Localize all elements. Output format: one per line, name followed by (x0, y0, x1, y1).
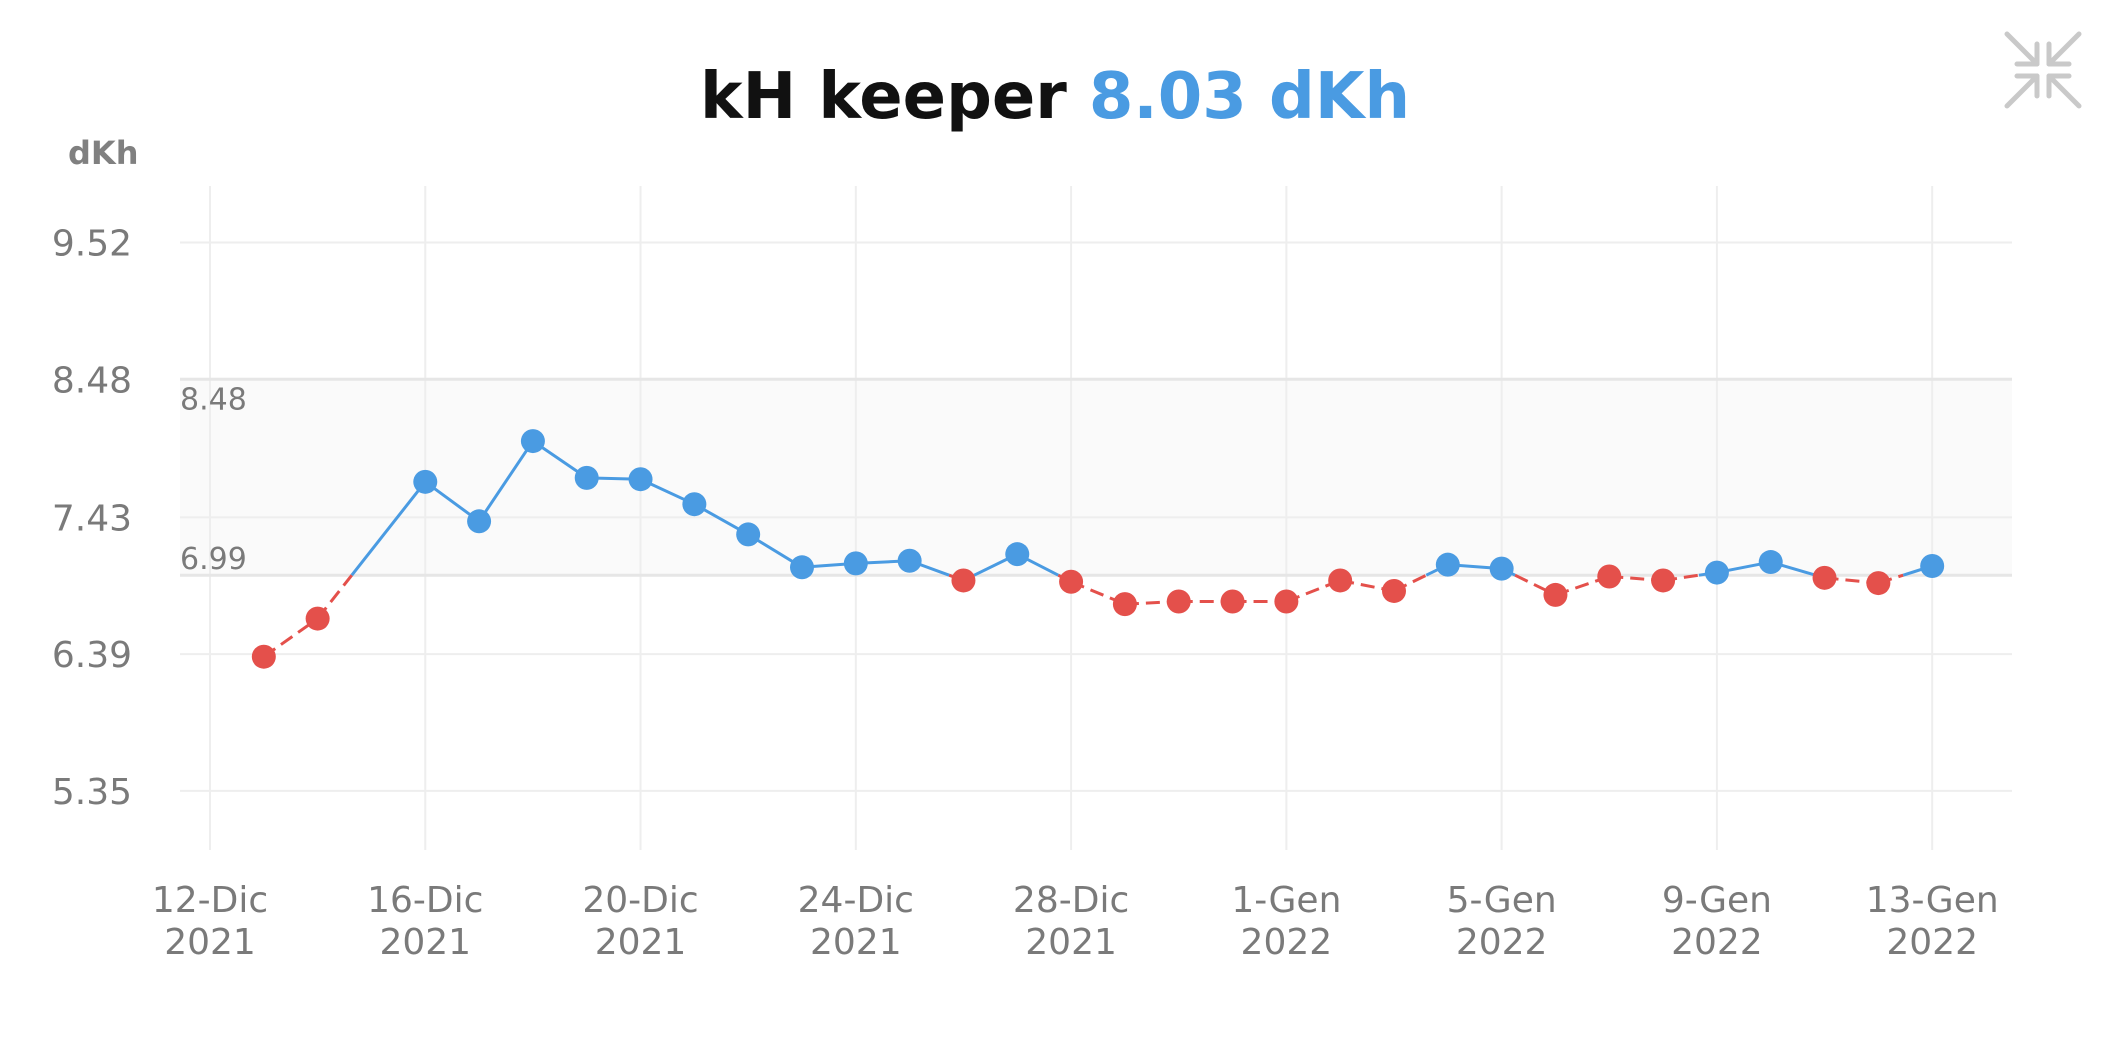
data-point[interactable] (467, 509, 492, 534)
y-tick-label: 6.39 (52, 635, 132, 676)
data-point[interactable] (1274, 589, 1299, 614)
data-point[interactable] (520, 429, 545, 454)
x-tick-label: 13-Gen 2022 (1866, 880, 1999, 963)
grid (180, 186, 2012, 850)
x-tick-label: 12-Dic 2021 (152, 880, 268, 963)
target-range-max-label: 8.48 (180, 382, 247, 417)
data-point[interactable] (305, 606, 330, 631)
data-point[interactable] (1866, 571, 1891, 596)
y-tick-label: 8.48 (52, 360, 132, 401)
data-point[interactable] (1382, 578, 1406, 603)
collapse-arrows-icon[interactable] (2004, 31, 2082, 109)
target-range-band (180, 379, 2012, 576)
data-point[interactable] (1920, 553, 1945, 578)
data-point[interactable] (843, 551, 868, 576)
y-tick-label: 7.43 (52, 498, 132, 539)
data-point[interactable] (1489, 556, 1514, 581)
chart-title-name: kH keeper (700, 60, 1067, 134)
x-tick-label: 9-Gen 2022 (1662, 880, 1772, 963)
data-point[interactable] (1812, 565, 1837, 590)
data-point[interactable] (951, 568, 976, 593)
series-segment (477, 440, 535, 523)
data-point[interactable] (1220, 589, 1245, 614)
x-tick-label: 24-Dic 2021 (798, 880, 914, 963)
data-point[interactable] (1005, 542, 1030, 567)
data-point[interactable] (1059, 569, 1084, 594)
data-point[interactable] (1543, 582, 1568, 607)
data-point[interactable] (1112, 592, 1137, 617)
x-tick-label: 28-Dic 2021 (1013, 880, 1129, 963)
series-points (251, 429, 1945, 669)
data-point[interactable] (736, 522, 761, 547)
data-point[interactable] (1328, 568, 1353, 593)
data-point[interactable] (1758, 550, 1783, 575)
data-point[interactable] (1704, 560, 1729, 585)
data-point[interactable] (897, 548, 922, 573)
x-tick-label: 5-Gen 2022 (1447, 880, 1557, 963)
series-segment (350, 480, 427, 577)
x-tick-label: 16-Dic 2021 (367, 880, 483, 963)
data-point[interactable] (251, 644, 276, 669)
x-tick-label: 1-Gen 2022 (1231, 880, 1341, 963)
y-axis: 5.35 6.39 7.43 8.48 9.52 (52, 224, 132, 813)
data-point[interactable] (1166, 589, 1191, 614)
series-segment (1514, 573, 1557, 597)
data-point[interactable] (682, 492, 707, 517)
data-point[interactable] (790, 555, 814, 580)
data-point[interactable] (574, 465, 599, 490)
chart-current-value: 8.03 dKh (1089, 60, 1410, 134)
y-axis-label: dKh (68, 134, 138, 172)
data-point[interactable] (1597, 564, 1622, 589)
data-point[interactable] (1435, 552, 1460, 577)
x-tick-label: 20-Dic 2021 (582, 880, 698, 963)
data-point[interactable] (413, 469, 438, 494)
data-point[interactable] (628, 467, 653, 492)
y-tick-label: 9.52 (52, 224, 132, 265)
chart-title: kH keeper 8.03 dKh (700, 60, 1410, 134)
target-range-min-label: 6.99 (180, 542, 247, 577)
data-point[interactable] (1651, 568, 1676, 593)
y-tick-label: 5.35 (52, 772, 132, 813)
x-axis: 12-Dic 2021 16-Dic 2021 20-Dic 2021 24-Dic 2021… (152, 880, 1999, 963)
